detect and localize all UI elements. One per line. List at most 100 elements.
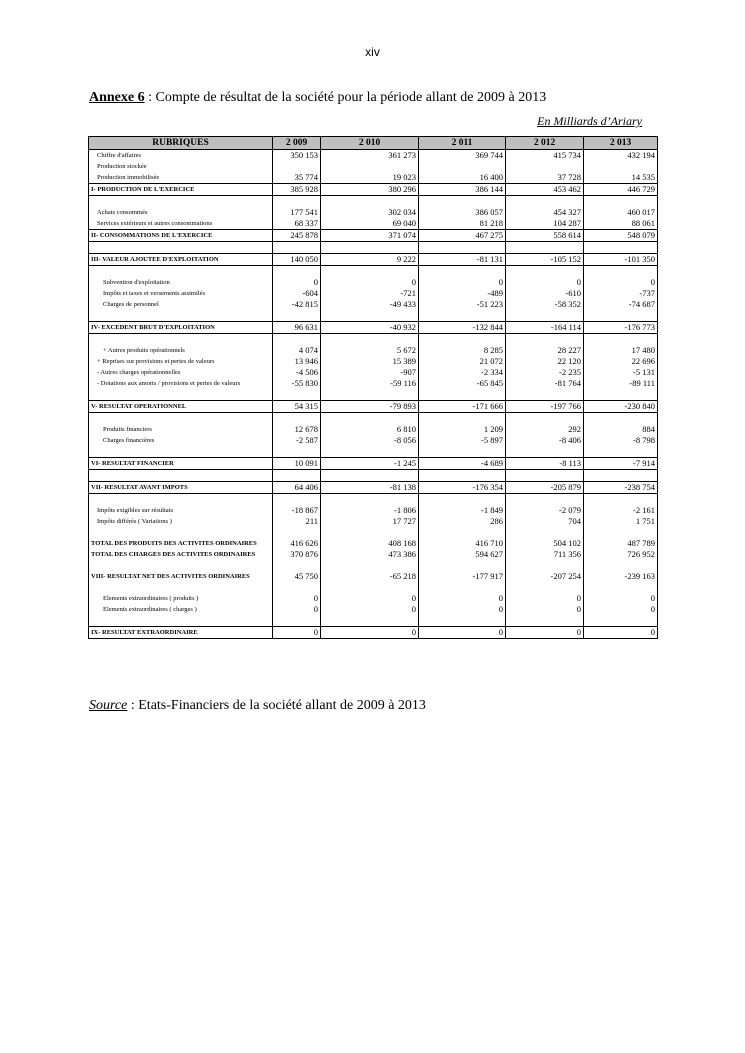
row-label xyxy=(88,469,273,482)
table-row: VIII- RESULTAT NET DES ACTIVITES ORDINAI… xyxy=(88,571,658,582)
value-cell: -489 xyxy=(418,288,506,299)
value-cell: -40 932 xyxy=(320,321,419,334)
value-cell: -907 xyxy=(320,367,419,378)
value-cell: 45 750 xyxy=(272,571,321,582)
table-row xyxy=(88,333,658,345)
table-row: Production immobilisée 35 774 19 023 16 400… xyxy=(88,172,658,184)
value-cell: 0 xyxy=(418,626,506,639)
row-label: TOTAL DES CHARGES DES ACTIVITES ORDINAIR… xyxy=(88,549,273,560)
value-cell: 408 168 xyxy=(320,538,419,549)
value-cell: -81 131 xyxy=(418,253,506,266)
value-cell: -1 806 xyxy=(320,505,419,516)
value-cell xyxy=(320,389,419,401)
value-cell xyxy=(418,446,506,458)
value-cell: 0 xyxy=(272,593,321,604)
value-cell: 4 074 xyxy=(272,345,321,356)
row-label: + Reprises sur provisions et pertes de v… xyxy=(88,356,273,367)
value-cell xyxy=(418,615,506,627)
value-cell xyxy=(418,195,506,207)
value-cell: 64 406 xyxy=(272,481,321,494)
row-label xyxy=(88,265,273,277)
value-cell xyxy=(418,527,506,538)
value-cell: 726 952 xyxy=(583,549,658,560)
source-label: Source xyxy=(89,698,128,713)
value-cell: 14 535 xyxy=(583,172,658,184)
value-cell: 0 xyxy=(505,277,584,288)
value-cell: -238 754 xyxy=(583,481,658,494)
value-cell xyxy=(505,161,584,172)
value-cell: 0 xyxy=(505,626,584,639)
row-label xyxy=(88,389,273,401)
value-cell: 884 xyxy=(583,424,658,435)
value-cell: 0 xyxy=(583,604,658,615)
value-cell: 473 386 xyxy=(320,549,419,560)
row-label: Achats consommés xyxy=(88,207,273,218)
table-row xyxy=(88,446,658,458)
value-cell xyxy=(272,265,321,277)
row-label: Produits financiers xyxy=(88,424,273,435)
value-cell xyxy=(583,161,658,172)
value-cell: 0 xyxy=(418,277,506,288)
value-cell xyxy=(418,310,506,322)
table-row: VII- RESULTAT AVANT IMPOTS 64 406 -81 138-… xyxy=(88,481,658,494)
value-cell: 0 xyxy=(272,626,321,639)
value-cell xyxy=(583,560,658,571)
value-cell xyxy=(272,615,321,627)
value-cell: 8 285 xyxy=(418,345,506,356)
table-row xyxy=(88,582,658,593)
value-cell xyxy=(505,412,584,424)
value-cell xyxy=(583,333,658,345)
table-row: TOTAL DES CHARGES DES ACTIVITES ORDINAIR… xyxy=(88,549,658,560)
value-cell xyxy=(418,161,506,172)
value-cell: -5 897 xyxy=(418,435,506,446)
value-cell xyxy=(272,241,321,254)
value-cell xyxy=(320,615,419,627)
row-label: - Autres charges opérationnelles xyxy=(88,367,273,378)
value-cell xyxy=(418,560,506,571)
table-row xyxy=(88,615,658,627)
value-cell: -205 879 xyxy=(505,481,584,494)
table-row: III- VALEUR AJOUTEE D'EXPLOITATION 140 05… xyxy=(88,253,658,266)
value-cell xyxy=(272,446,321,458)
table-row xyxy=(88,527,658,538)
value-cell: -1 245 xyxy=(320,457,419,470)
value-cell: -8 798 xyxy=(583,435,658,446)
value-cell: 81 218 xyxy=(418,218,506,230)
value-cell: 467 275 xyxy=(418,229,506,242)
table-row: Impôts et taxes et versements assimilés -… xyxy=(88,288,658,299)
row-label: VII- RESULTAT AVANT IMPOTS xyxy=(88,481,273,494)
value-cell: 380 296 xyxy=(320,183,419,196)
row-label xyxy=(88,446,273,458)
table-row: Achats consommés 177 541 302 034 386 057 454… xyxy=(88,207,658,218)
value-cell xyxy=(320,560,419,571)
table-row: Impôts exigibles sur résultats -18 867 -1 … xyxy=(88,505,658,516)
value-cell: -49 433 xyxy=(320,299,419,310)
value-cell xyxy=(505,241,584,254)
value-cell: 5 672 xyxy=(320,345,419,356)
value-cell: 0 xyxy=(583,626,658,639)
value-cell: -58 352 xyxy=(505,299,584,310)
value-cell xyxy=(320,446,419,458)
value-cell: 558 614 xyxy=(505,229,584,242)
value-cell xyxy=(583,195,658,207)
value-cell: 15 389 xyxy=(320,356,419,367)
value-cell: -8 113 xyxy=(505,457,584,470)
value-cell: -2 079 xyxy=(505,505,584,516)
value-cell xyxy=(272,333,321,345)
value-cell: 292 xyxy=(505,424,584,435)
value-cell xyxy=(505,333,584,345)
row-label xyxy=(88,615,273,627)
value-cell xyxy=(505,493,584,505)
value-cell: -230 840 xyxy=(583,400,658,413)
value-cell: 0 xyxy=(320,277,419,288)
value-cell xyxy=(272,560,321,571)
value-cell: 140 050 xyxy=(272,253,321,266)
value-cell: 177 541 xyxy=(272,207,321,218)
table-row xyxy=(88,265,658,277)
value-cell xyxy=(583,310,658,322)
row-label: Subvention d'exploitation xyxy=(88,277,273,288)
table-row: + Autres produits opérationnels 4 074 5 67… xyxy=(88,345,658,356)
value-cell xyxy=(505,469,584,482)
value-cell xyxy=(320,265,419,277)
